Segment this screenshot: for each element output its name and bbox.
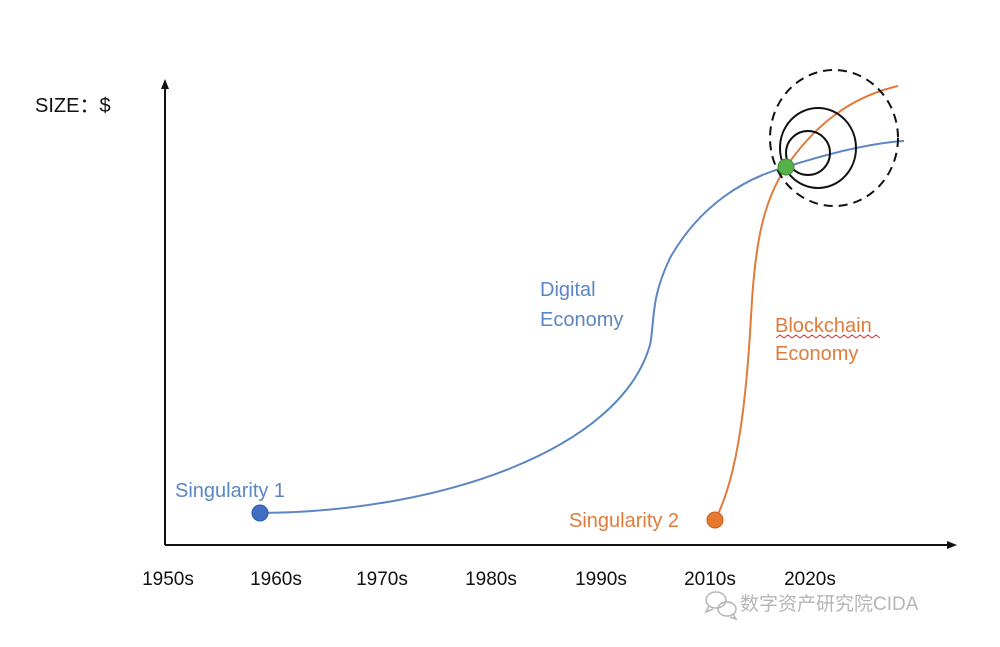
- y-axis-title: SIZE：$: [35, 95, 111, 117]
- blockchain-economy-curve: [714, 85, 899, 521]
- watermark: 数字资产研究院CIDA: [704, 591, 919, 621]
- blockchain-economy-label-line1: Blockchain: [775, 315, 872, 337]
- chat-bubbles-icon: [704, 591, 738, 621]
- digital-economy-label-line2: Economy: [540, 309, 623, 331]
- dashed-orbit-circle: [769, 69, 899, 207]
- singularity-2-point: [706, 511, 724, 529]
- inner-orbit-circle: [785, 130, 831, 176]
- singularity-2-label: Singularity 2: [569, 510, 679, 532]
- digital-economy-label-line1: Digital: [540, 279, 596, 301]
- x-tick-1980s: 1980s: [465, 569, 517, 590]
- digital-economy-curve: [259, 140, 905, 514]
- intersection-point: [777, 158, 795, 176]
- blockchain-economy-label-line2: Economy: [775, 343, 858, 365]
- singularity-1-point: [251, 504, 269, 522]
- spellcheck-squiggle: [775, 334, 881, 339]
- x-tick-1960s: 1960s: [250, 569, 302, 590]
- x-tick-1950s: 1950s: [142, 569, 194, 590]
- watermark-text: 数字资产研究院CIDA: [740, 593, 919, 615]
- x-tick-1970s: 1970s: [356, 569, 408, 590]
- x-tick-2010s: 2010s: [684, 569, 736, 590]
- x-tick-2020s: 2020s: [784, 569, 836, 590]
- singularity-1-label: Singularity 1: [175, 480, 285, 502]
- outer-orbit-circle: [779, 107, 857, 189]
- x-tick-1990s: 1990s: [575, 569, 627, 590]
